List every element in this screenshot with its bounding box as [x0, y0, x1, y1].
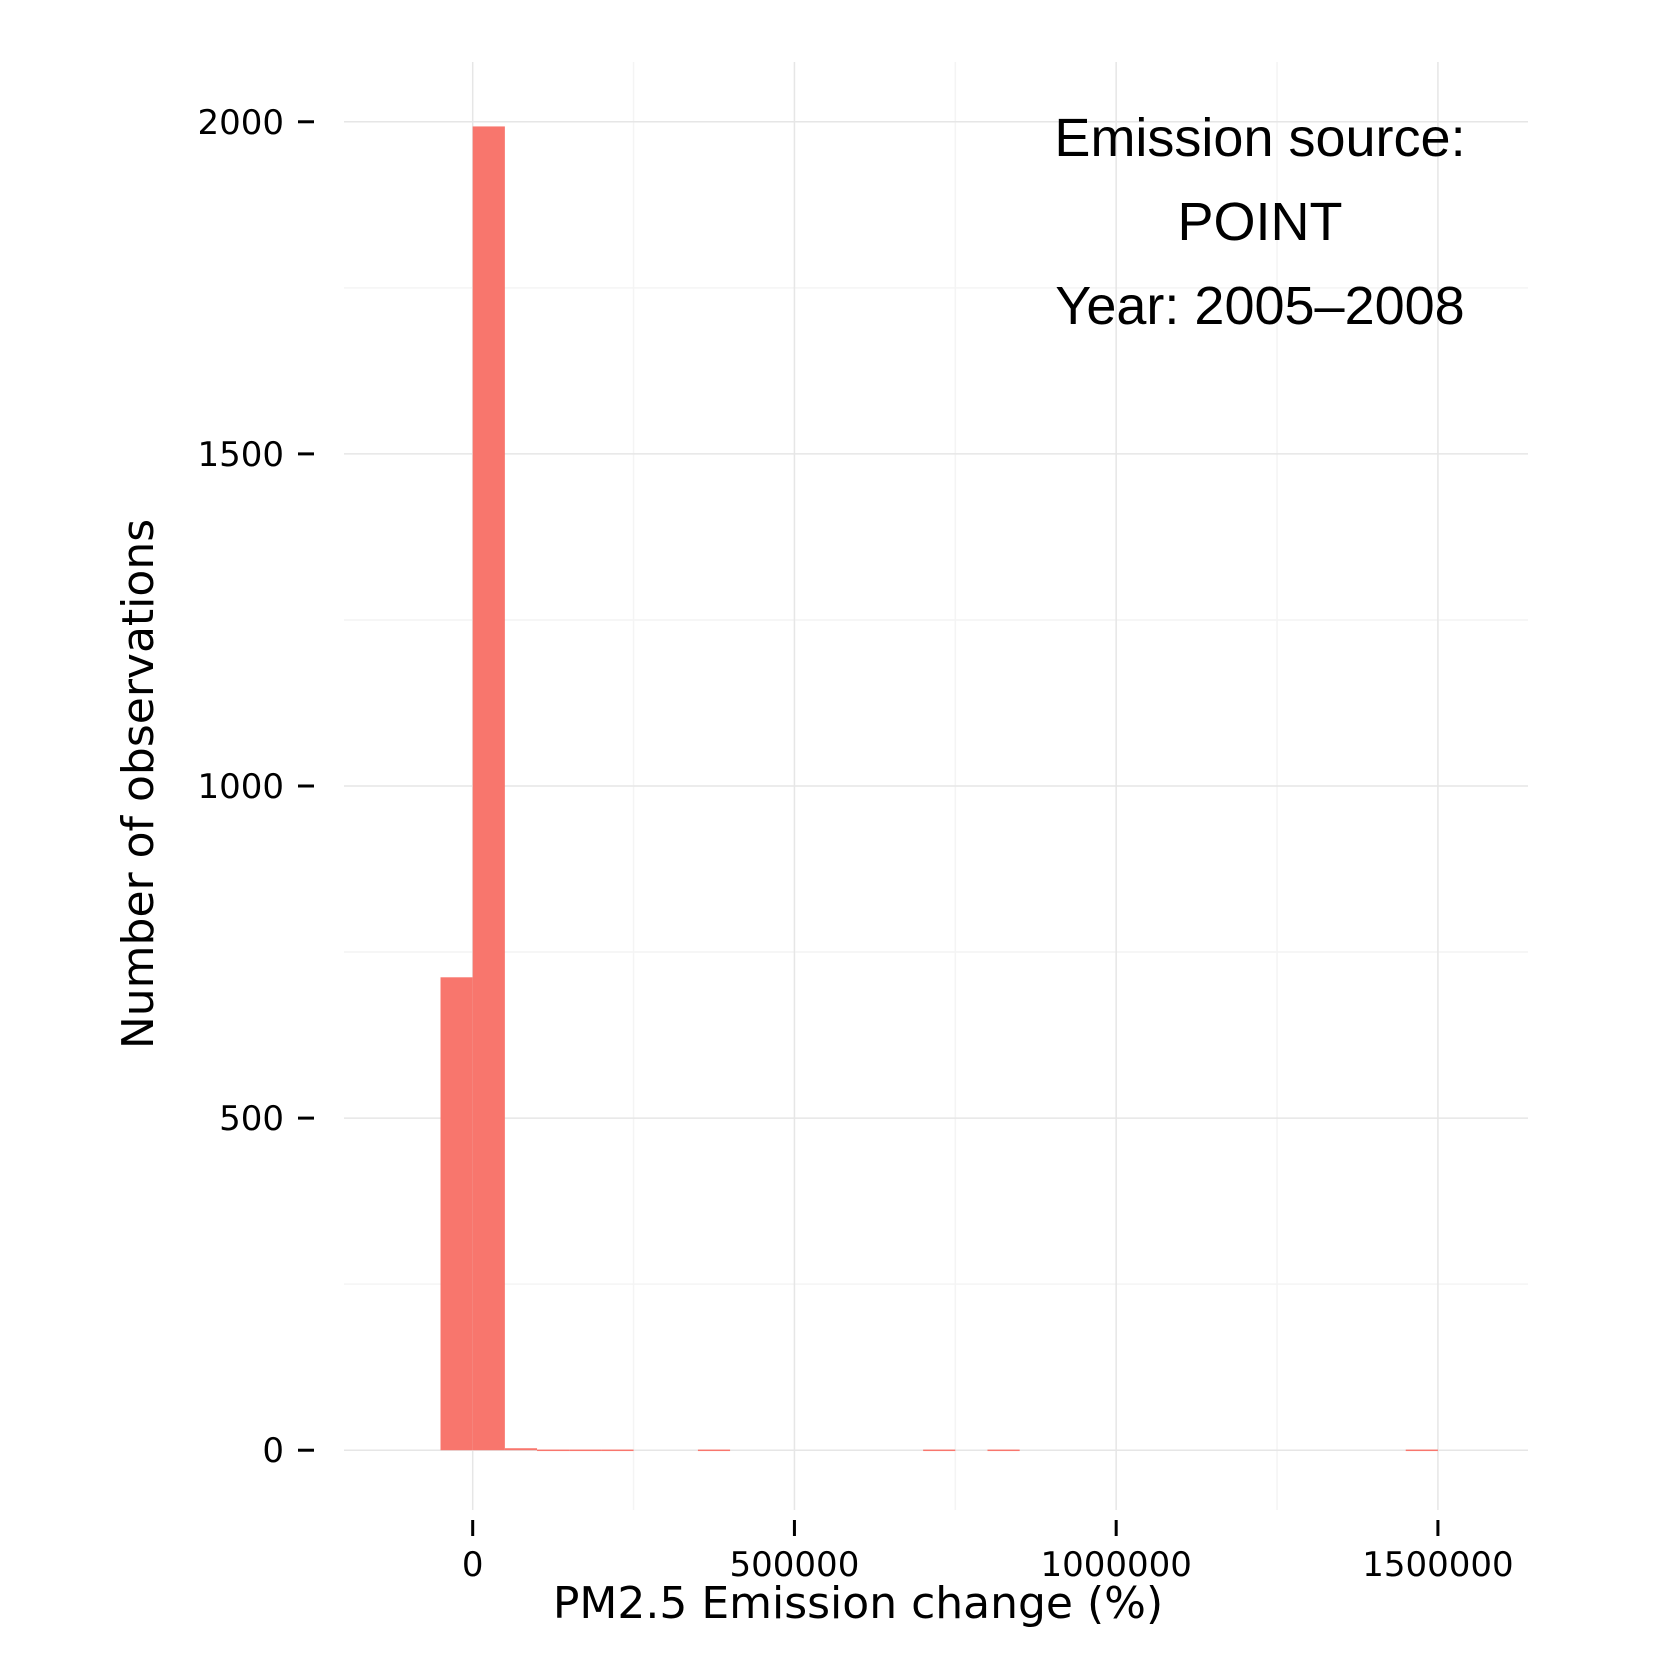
x-axis-title: PM2.5 Emission change (%) [553, 1578, 1163, 1629]
histogram-bar [697, 1449, 731, 1452]
y-tick-label: 2000 [197, 103, 284, 143]
x-tick-label: 1000000 [1040, 1545, 1191, 1585]
annotation-emission-source: Emission source: [1054, 108, 1465, 168]
histogram-bars [440, 126, 1438, 1452]
histogram-bar [537, 1449, 570, 1452]
annotation-source-type: POINT [1177, 192, 1342, 252]
histogram-bar [1405, 1449, 1438, 1452]
y-axis-title: Number of observations [113, 519, 164, 1049]
histogram-bar [569, 1449, 602, 1452]
histogram-bar [440, 977, 473, 1451]
y-axis: 0 500 1000 1500 2000 [197, 103, 314, 1471]
histogram-bar [987, 1449, 1020, 1452]
histogram-bar [504, 1448, 538, 1451]
x-tick-label: 500000 [730, 1545, 860, 1585]
y-tick-label: 0 [262, 1431, 284, 1471]
histogram-bar [923, 1449, 956, 1452]
x-tick-label: 1500000 [1362, 1545, 1513, 1585]
y-tick-label: 500 [219, 1099, 284, 1139]
y-tick-label: 1500 [197, 435, 284, 475]
histogram-bar [601, 1449, 634, 1452]
y-tick-label: 1000 [197, 767, 284, 807]
histogram-bar [472, 126, 505, 1451]
annotation-year-range: Year: 2005–2008 [1055, 276, 1464, 336]
x-tick-label: 0 [462, 1545, 484, 1585]
x-axis: 0 500000 1000000 1500000 [462, 1520, 1514, 1585]
